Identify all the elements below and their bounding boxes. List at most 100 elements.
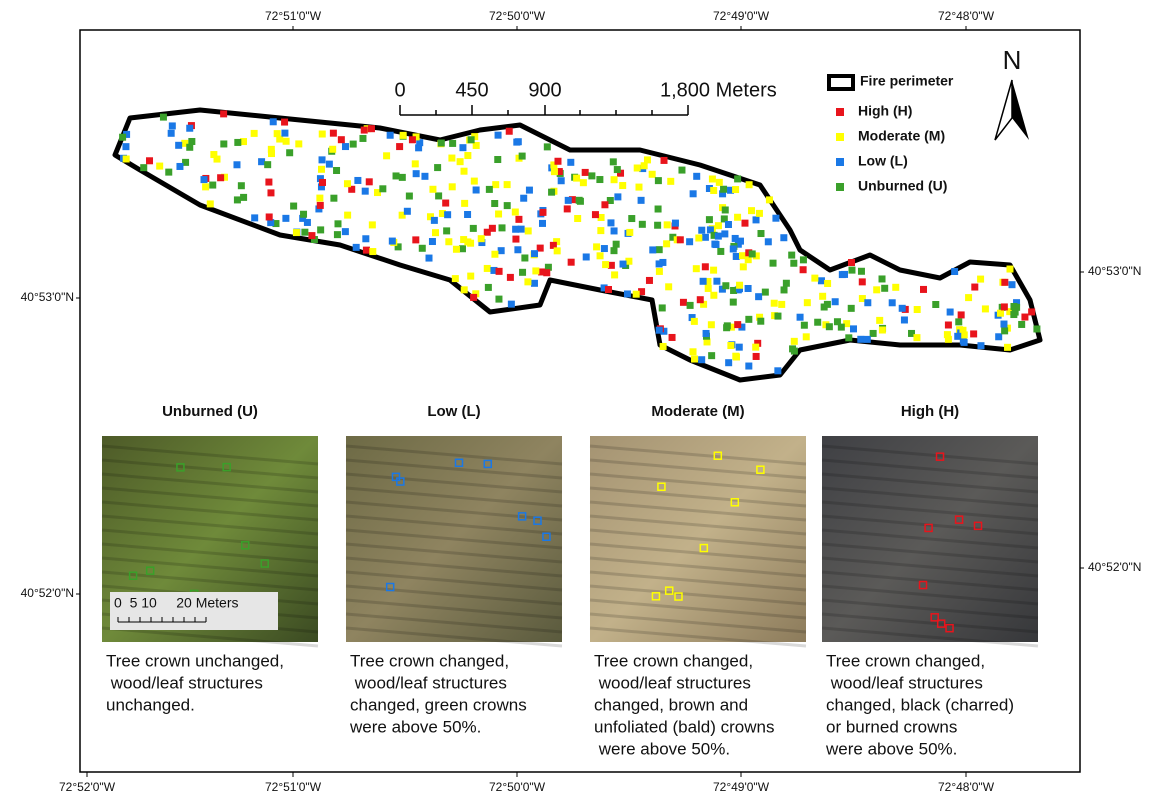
sample-point bbox=[970, 330, 977, 337]
sample-point bbox=[334, 220, 341, 227]
sample-point bbox=[708, 321, 715, 328]
sample-point bbox=[524, 278, 531, 285]
sample-point bbox=[955, 318, 962, 325]
sample-point bbox=[725, 359, 732, 366]
sample-point bbox=[1021, 314, 1028, 321]
sample-point bbox=[841, 271, 848, 278]
sample-point bbox=[892, 284, 899, 291]
sample-point bbox=[864, 299, 871, 306]
sample-point bbox=[639, 221, 646, 228]
sample-point bbox=[748, 207, 755, 214]
lat-label: 40°52'0"N bbox=[1088, 560, 1141, 574]
sample-point bbox=[508, 301, 515, 308]
sample-point bbox=[495, 132, 502, 139]
sample-point bbox=[413, 170, 420, 177]
sample-point bbox=[282, 215, 289, 222]
lon-label: 72°48'0"W bbox=[938, 780, 995, 794]
sample-point bbox=[705, 285, 712, 292]
sample-point bbox=[350, 141, 357, 148]
panel-caption: unchanged. bbox=[106, 695, 195, 714]
sample-point bbox=[879, 275, 886, 282]
sample-point bbox=[498, 247, 505, 254]
sample-point bbox=[982, 305, 989, 312]
sample-point bbox=[473, 186, 480, 193]
sample-point bbox=[661, 157, 668, 164]
sample-point bbox=[879, 327, 886, 334]
sample-point bbox=[330, 195, 337, 202]
sample-point bbox=[379, 185, 386, 192]
sample-point bbox=[614, 193, 621, 200]
panel-title: Low (L) bbox=[427, 403, 480, 420]
sample-point bbox=[317, 226, 324, 233]
sample-point bbox=[217, 174, 224, 181]
sample-point bbox=[715, 222, 722, 229]
sample-point bbox=[811, 275, 818, 282]
sample-point bbox=[723, 324, 730, 331]
scale-label: 1,800 Meters bbox=[660, 79, 777, 101]
sample-point bbox=[1010, 303, 1017, 310]
sample-point bbox=[774, 313, 781, 320]
lon-label: 72°48'0"W bbox=[938, 9, 995, 23]
sample-point bbox=[610, 158, 617, 165]
sample-point bbox=[504, 181, 511, 188]
sample-point bbox=[554, 247, 561, 254]
sample-point bbox=[526, 187, 533, 194]
sample-point bbox=[628, 215, 635, 222]
sample-point bbox=[544, 143, 551, 150]
figure: 0 450 900 1,800 Meters Fire perimeter Hi… bbox=[0, 0, 1152, 802]
sample-point bbox=[824, 301, 831, 308]
sample-point bbox=[715, 233, 722, 240]
sample-point bbox=[330, 130, 337, 137]
sample-point bbox=[319, 179, 326, 186]
sample-point bbox=[655, 177, 662, 184]
sample-point bbox=[565, 197, 572, 204]
sample-point bbox=[703, 330, 710, 337]
sample-point bbox=[1001, 327, 1008, 334]
sample-point bbox=[432, 229, 439, 236]
sample-point bbox=[467, 273, 474, 280]
sample-point bbox=[702, 234, 709, 241]
sample-point bbox=[756, 210, 763, 217]
sample-point bbox=[461, 286, 468, 293]
sample-point bbox=[601, 201, 608, 208]
sample-point bbox=[725, 221, 732, 228]
lon-label: 72°51'0"W bbox=[265, 9, 322, 23]
sample-point bbox=[583, 253, 590, 260]
sample-point bbox=[258, 158, 265, 165]
sample-point bbox=[660, 343, 667, 350]
sample-point bbox=[354, 177, 361, 184]
panel-caption: wood/leaf structures bbox=[350, 673, 507, 692]
sample-point bbox=[721, 230, 728, 237]
sample-point bbox=[267, 189, 274, 196]
lon-label: 72°50'0"W bbox=[489, 780, 546, 794]
sample-point bbox=[234, 139, 241, 146]
sample-point bbox=[293, 229, 300, 236]
sample-point bbox=[667, 178, 674, 185]
sample-point bbox=[366, 178, 373, 185]
sample-point bbox=[406, 193, 413, 200]
sample-point bbox=[824, 280, 831, 287]
scale-label: 0 bbox=[394, 79, 405, 101]
sample-point bbox=[419, 245, 426, 252]
sample-point bbox=[300, 211, 307, 218]
sample-point bbox=[251, 130, 258, 137]
inset-scale-label: 0 5 10 20 Meters bbox=[114, 595, 239, 611]
sample-point bbox=[506, 128, 513, 135]
sample-point bbox=[1009, 281, 1016, 288]
lon-label: 72°49'0"W bbox=[713, 780, 770, 794]
sample-point bbox=[749, 250, 756, 257]
sample-point bbox=[564, 205, 571, 212]
sample-point bbox=[755, 293, 762, 300]
sample-point bbox=[576, 197, 583, 204]
sample-point bbox=[499, 224, 506, 231]
sample-point bbox=[819, 293, 826, 300]
sample-point bbox=[443, 227, 450, 234]
sample-point bbox=[270, 118, 277, 125]
legend-label: Fire perimeter bbox=[860, 73, 954, 89]
sample-point bbox=[122, 143, 129, 150]
sample-point bbox=[220, 140, 227, 147]
panel-caption: wood/leaf structures bbox=[594, 673, 751, 692]
sample-point bbox=[971, 284, 978, 291]
sample-point bbox=[1033, 325, 1040, 332]
panel-caption: wood/leaf structures bbox=[826, 673, 983, 692]
